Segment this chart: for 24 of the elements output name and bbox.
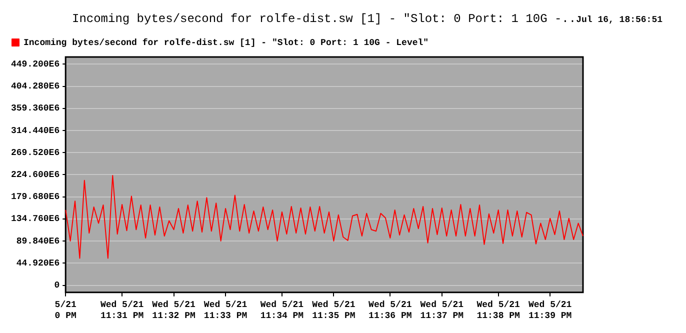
x-tick-label: Wed 5/21 11:31 PM	[100, 300, 144, 321]
y-tick-label: 359.360E6	[11, 104, 60, 114]
y-tick-label: 404.280E6	[11, 82, 60, 92]
x-tick-label: Wed 5/21 11:32 PM	[152, 300, 196, 321]
y-tick-label: 269.520E6	[11, 148, 60, 158]
y-tick-label: 89.840E6	[16, 236, 60, 246]
y-tick-label: 314.440E6	[11, 126, 60, 136]
x-tick-label: Wed 5/21 11:35 PM	[312, 300, 356, 321]
legend-label: Incoming bytes/second for rolfe-dist.sw [1] - "Slot: 0 Port: 1 10G - Level"	[24, 38, 429, 48]
y-tick-label: 134.760E6	[11, 214, 60, 224]
y-tick-label: 0	[54, 280, 60, 291]
x-tick-label: Wed 5/21 11:34 PM	[260, 300, 304, 321]
x-tick-label: Wed 5/21 11:39 PM	[528, 300, 572, 321]
y-tick-label: 44.920E6	[16, 258, 60, 268]
y-tick-label: 449.200E6	[11, 59, 60, 70]
x-tick-label: Wed 5/21 11:37 PM	[420, 300, 464, 321]
chart-title: Incoming bytes/second for rolfe-dist.sw [1] - "Slot: 0 Port: 1 10G -..	[72, 12, 576, 26]
y-tick-label: 224.600E6	[11, 170, 60, 180]
y-tick-label: 179.680E6	[11, 192, 60, 202]
x-tick-label: 5/21 0 PM	[54, 300, 78, 321]
x-tick-label: Wed 5/21 11:36 PM	[368, 300, 412, 321]
text: Jul 16, 18:56:51	[576, 15, 663, 25]
x-tick-label: Wed 5/21 11:33 PM	[204, 300, 248, 321]
x-tick-label: Wed 5/21 11:38 PM	[476, 300, 521, 321]
